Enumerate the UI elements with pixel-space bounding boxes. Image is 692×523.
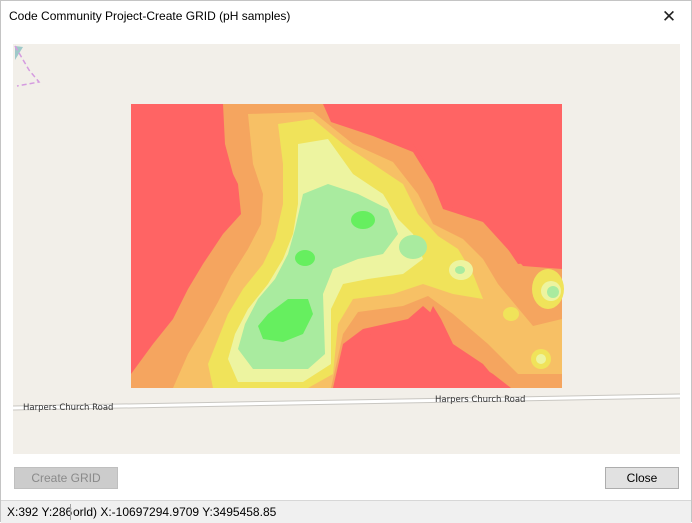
pixel-coordinates: X:392 Y:286 xyxy=(7,505,73,519)
map-canvas[interactable]: Harpers Church Road Harpers Church Road xyxy=(13,44,680,454)
window-title: Code Community Project-Create GRID (pH s… xyxy=(9,9,291,23)
title-bar: Code Community Project-Create GRID (pH s… xyxy=(1,1,691,32)
road: Harpers Church Road Harpers Church Road xyxy=(13,393,680,413)
status-divider xyxy=(70,504,71,520)
map-view[interactable]: Harpers Church Road Harpers Church Road xyxy=(13,44,680,454)
status-bar: X:392 Y:286 orld) X:-10697294.9709 Y:349… xyxy=(1,500,691,523)
close-icon[interactable]: ✕ xyxy=(661,7,677,26)
create-grid-button[interactable]: Create GRID xyxy=(14,467,118,489)
close-button[interactable]: Close xyxy=(605,467,679,489)
road-label-left: Harpers Church Road xyxy=(23,403,113,413)
world-coordinates: orld) X:-10697294.9709 Y:3495458.85 xyxy=(73,505,277,519)
road-label-right: Harpers Church Road xyxy=(435,395,525,405)
north-arrow-icon xyxy=(14,45,41,87)
ph-grid-raster xyxy=(131,104,564,388)
